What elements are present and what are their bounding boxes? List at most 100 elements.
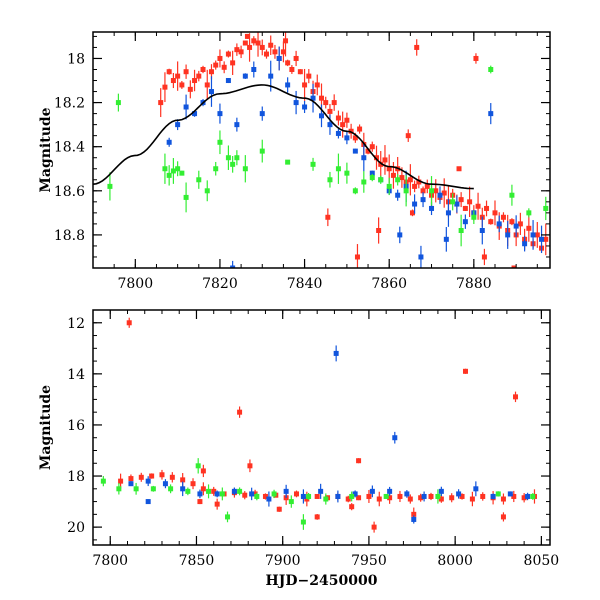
data-point	[511, 265, 517, 268]
data-point	[302, 82, 308, 88]
data-point	[180, 477, 186, 483]
data-point	[244, 33, 250, 39]
data-point	[488, 66, 494, 72]
data-point	[403, 188, 409, 194]
series-1	[128, 345, 531, 524]
x-tick-label: 7860	[371, 276, 407, 292]
data-point	[268, 42, 274, 48]
data-point	[230, 265, 236, 268]
data-point	[543, 236, 549, 242]
data-point	[254, 493, 260, 499]
data-point	[306, 493, 312, 499]
y-tick-label: 18.8	[54, 228, 85, 244]
data-point	[361, 179, 367, 185]
data-point	[217, 139, 223, 145]
data-point	[217, 111, 223, 117]
data-point	[327, 177, 333, 183]
bottom-panel: 7800 7850 7900 7950 8000 8050 12 14 16 18 20 Magnit…	[38, 309, 560, 589]
data-point	[411, 511, 417, 517]
data-point	[230, 60, 236, 66]
data-point	[319, 95, 324, 101]
data-point	[263, 51, 269, 57]
data-point	[412, 183, 418, 189]
data-point	[505, 232, 511, 238]
data-point	[249, 491, 255, 497]
data-point	[371, 524, 377, 530]
model-curve	[93, 84, 474, 190]
data-point	[480, 493, 486, 499]
data-point	[289, 66, 295, 72]
y-axis-title: Magnitude	[38, 107, 54, 192]
data-point	[456, 166, 462, 172]
data-point	[145, 478, 151, 484]
data-point	[369, 170, 375, 176]
data-point	[387, 495, 393, 501]
data-point	[179, 82, 185, 88]
y-tick-label: 18	[67, 51, 85, 67]
data-point	[327, 122, 333, 128]
data-point	[488, 219, 494, 225]
data-point	[435, 493, 441, 499]
data-point	[475, 203, 481, 209]
y-tick-label: 18	[67, 469, 85, 485]
top-panel: 7800 7820 7840 7860 7880 18 18.2 18.4 18.6 18.8 Ma…	[38, 31, 551, 292]
data-point	[259, 148, 265, 154]
data-point	[293, 100, 299, 106]
x-tick-label: 7840	[287, 276, 323, 292]
x-tick-label: 8050	[524, 553, 560, 569]
series-0	[118, 317, 537, 533]
data-point	[376, 228, 382, 234]
plot-frame	[92, 309, 551, 546]
data-point	[349, 504, 355, 510]
data-point	[115, 100, 121, 106]
data-point	[335, 493, 341, 499]
data-point	[481, 254, 487, 260]
data-point	[237, 488, 243, 494]
data-point	[149, 473, 155, 479]
data-point	[242, 166, 248, 172]
data-point	[293, 491, 299, 497]
data-point	[252, 491, 258, 497]
data-point	[175, 166, 181, 172]
x-axis-title: HJD−2450000	[266, 573, 378, 589]
data-point	[285, 60, 291, 66]
data-point	[361, 155, 367, 161]
data-point	[397, 232, 403, 238]
data-point	[169, 474, 175, 480]
data-point	[219, 491, 225, 497]
data-point	[251, 66, 257, 72]
data-point	[383, 493, 389, 499]
data-point	[437, 192, 443, 198]
data-point	[333, 350, 339, 356]
data-point	[255, 40, 261, 46]
data-point	[118, 478, 124, 484]
data-point	[231, 488, 237, 494]
data-point	[271, 491, 277, 497]
data-point	[526, 225, 532, 231]
series-1	[166, 46, 545, 268]
data-point	[378, 161, 384, 167]
data-point	[376, 496, 382, 502]
data-point	[272, 49, 278, 55]
data-point	[162, 166, 168, 172]
data-point	[509, 192, 515, 198]
data-point	[517, 221, 523, 227]
data-point	[429, 188, 435, 194]
data-point	[441, 190, 447, 196]
data-point	[190, 481, 196, 487]
series-2	[100, 458, 536, 530]
data-point	[411, 516, 417, 522]
data-point	[266, 496, 272, 502]
data-point	[276, 55, 282, 61]
y-tick-label: 20	[67, 520, 85, 536]
data-point	[369, 144, 375, 150]
data-point	[306, 73, 312, 79]
data-point	[116, 486, 122, 492]
data-point	[484, 205, 490, 211]
data-point	[429, 205, 435, 211]
data-point	[197, 499, 203, 505]
data-point	[340, 122, 346, 128]
x-tick-label: 7800	[117, 276, 153, 292]
data-point	[374, 155, 380, 161]
data-point	[285, 82, 291, 88]
